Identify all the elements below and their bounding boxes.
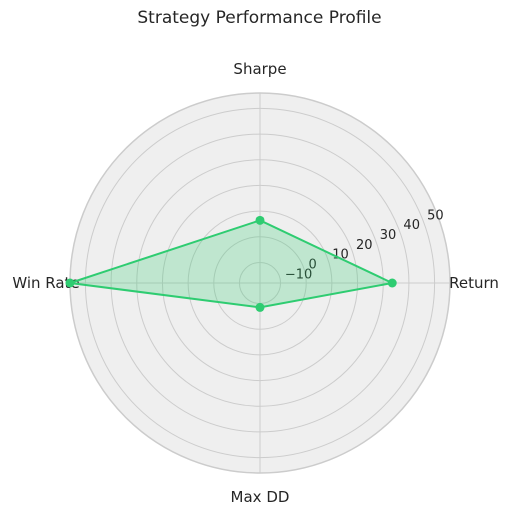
radial-tick-label: 0 (309, 258, 317, 273)
data-point (65, 278, 75, 288)
radial-tick-label: 30 (380, 228, 397, 243)
data-point (387, 278, 397, 288)
radial-tick-label: 10 (332, 248, 349, 263)
category-label: Return (449, 274, 499, 292)
data-point (255, 215, 265, 225)
radial-tick-label: −10 (285, 267, 312, 282)
chart-title: Strategy Performance Profile (137, 8, 381, 28)
category-label: Max DD (231, 488, 290, 506)
category-label: Win Rate (12, 274, 79, 292)
category-label: Sharpe (233, 60, 286, 78)
data-point (255, 302, 265, 312)
radial-tick-label: 50 (427, 208, 444, 223)
radial-tick-label: 40 (403, 218, 420, 233)
radial-tick-label: 20 (356, 238, 373, 253)
series-area (70, 220, 393, 308)
